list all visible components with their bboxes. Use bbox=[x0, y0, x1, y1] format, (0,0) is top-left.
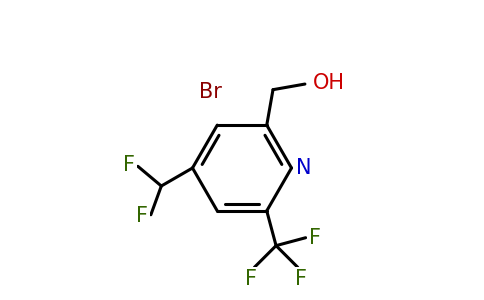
Text: F: F bbox=[309, 228, 320, 248]
Text: F: F bbox=[245, 269, 257, 289]
Text: N: N bbox=[296, 158, 312, 178]
Text: OH: OH bbox=[312, 73, 345, 93]
Text: F: F bbox=[295, 269, 307, 289]
Text: Br: Br bbox=[198, 82, 222, 102]
Text: F: F bbox=[123, 155, 135, 175]
Text: F: F bbox=[136, 206, 148, 226]
